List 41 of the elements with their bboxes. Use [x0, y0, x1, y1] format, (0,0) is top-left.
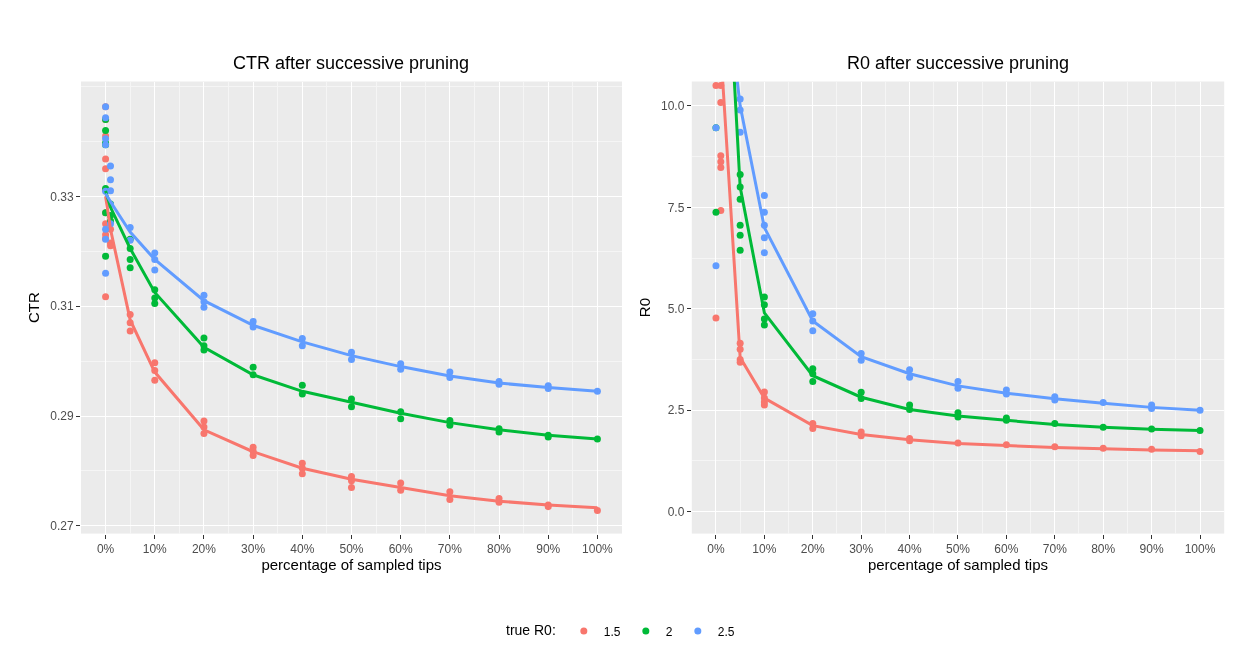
x-tick-label: 90% — [1139, 541, 1164, 556]
y-axis-title: R0 — [636, 297, 654, 318]
x-tick-label: 100% — [582, 541, 614, 556]
legend-label: 2 — [665, 624, 673, 639]
y-tick-label: 0.31 — [50, 299, 74, 314]
x-tick-label: 10% — [752, 541, 777, 556]
x-tick-label: 30% — [241, 541, 266, 556]
x-tick-label: 30% — [849, 541, 874, 556]
y-tick-label: 0.29 — [50, 409, 74, 424]
x-tick-label: 60% — [994, 541, 1019, 556]
x-tick-label: 0% — [707, 541, 725, 556]
legend-title: true R0: — [506, 621, 556, 638]
x-tick-label: 40% — [897, 541, 922, 556]
y-tick-label: 0.33 — [50, 189, 74, 204]
y-tick-label: 0.0 — [667, 504, 685, 519]
x-tick-label: 20% — [191, 541, 217, 556]
x-tick-label: 60% — [388, 541, 414, 556]
y-tick-label: 5.0 — [667, 301, 685, 316]
y-tick-label: 2.5 — [667, 403, 685, 418]
legend-label: 2.5 — [717, 624, 735, 639]
x-tick-label: 40% — [290, 541, 315, 556]
x-axis-title: percentage of sampled tips — [867, 555, 1049, 573]
legend-label: 1.5 — [603, 624, 621, 639]
x-tick-label: 90% — [536, 541, 561, 556]
x-axis-title: percentage of sampled tips — [261, 555, 442, 573]
chart-title: R0 after successive pruning — [847, 53, 1070, 73]
x-tick-label: 70% — [1042, 541, 1068, 556]
x-tick-label: 50% — [339, 541, 364, 556]
x-tick-label: 100% — [1184, 541, 1216, 556]
x-tick-label: 50% — [945, 541, 971, 556]
x-tick-label: 80% — [487, 541, 512, 556]
x-tick-label: 0% — [96, 541, 115, 556]
chart-title: CTR after successive pruning — [233, 53, 470, 73]
y-axis-title: CTR — [25, 291, 43, 323]
x-tick-label: 20% — [800, 541, 826, 556]
y-tick-label: 7.5 — [667, 200, 685, 215]
y-tick-label: 0.27 — [50, 519, 74, 534]
x-tick-label: 70% — [437, 541, 463, 556]
y-tick-label: 10.0 — [661, 99, 685, 114]
x-tick-label: 10% — [142, 541, 168, 556]
x-tick-label: 80% — [1091, 541, 1116, 556]
